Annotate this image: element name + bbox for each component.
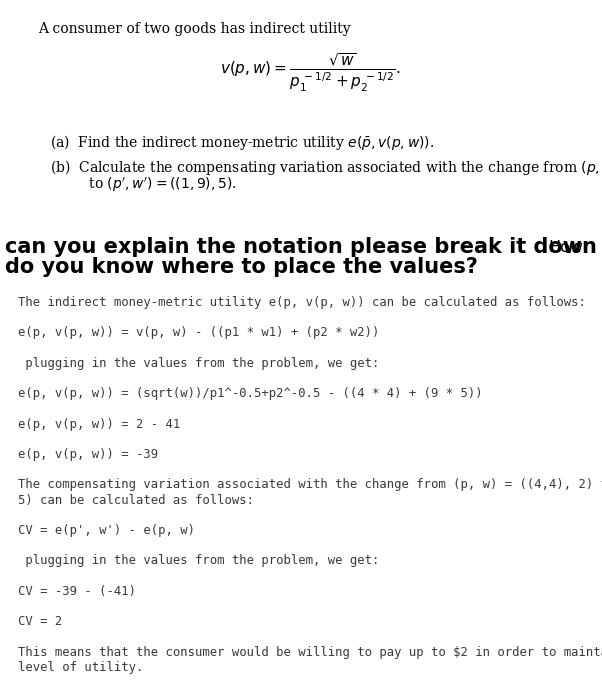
Text: How: How [548, 240, 583, 255]
Text: level of utility.: level of utility. [18, 661, 143, 673]
Text: do you know where to place the values?: do you know where to place the values? [5, 257, 478, 277]
Text: can you explain the notation please break it down each part of it, please teach: can you explain the notation please brea… [5, 237, 602, 257]
Text: (b)  Calculate the compensating variation associated with the change from $(p, w: (b) Calculate the compensating variation… [50, 158, 602, 177]
Text: The indirect money-metric utility e(p, v(p, w)) can be calculated as follows:: The indirect money-metric utility e(p, v… [18, 296, 586, 309]
Text: (a)  Find the indirect money-metric utility $e(\bar{p}, v(p, w))$.: (a) Find the indirect money-metric utili… [50, 133, 434, 152]
Text: e(p, v(p, w)) = -39: e(p, v(p, w)) = -39 [18, 448, 158, 461]
Text: 5) can be calculated as follows:: 5) can be calculated as follows: [18, 493, 254, 507]
Text: e(p, v(p, w)) = (sqrt(w))/p1^-0.5+p2^-0.5 - ((4 * 4) + (9 * 5)): e(p, v(p, w)) = (sqrt(w))/p1^-0.5+p2^-0.… [18, 387, 483, 400]
Text: This means that the consumer would be willing to pay up to $2 in order to mainta: This means that the consumer would be wi… [18, 646, 602, 659]
Text: $v(p, w) = \dfrac{\sqrt{w}}{p_1^{\,-1/2}+p_2^{\,-1/2}}.$: $v(p, w) = \dfrac{\sqrt{w}}{p_1^{\,-1/2}… [220, 52, 400, 94]
Text: to $(p^{\prime}, w^{\prime}) = ((1, 9), 5)$.: to $(p^{\prime}, w^{\prime}) = ((1, 9), … [62, 176, 237, 194]
Text: CV = -39 - (-41): CV = -39 - (-41) [18, 584, 136, 598]
Text: A consumer of two goods has indirect utility: A consumer of two goods has indirect uti… [38, 22, 350, 36]
Text: plugging in the values from the problem, we get:: plugging in the values from the problem,… [18, 357, 379, 370]
Text: e(p, v(p, w)) = v(p, w) - ((p1 * w1) + (p2 * w2)): e(p, v(p, w)) = v(p, w) - ((p1 * w1) + (… [18, 327, 379, 339]
Text: e(p, v(p, w)) = 2 - 41: e(p, v(p, w)) = 2 - 41 [18, 418, 180, 431]
Text: CV = 2: CV = 2 [18, 615, 62, 628]
Text: The compensating variation associated with the change from (p, w) = ((4,4), 2) t: The compensating variation associated wi… [18, 478, 602, 491]
Text: plugging in the values from the problem, we get:: plugging in the values from the problem,… [18, 555, 379, 567]
Text: CV = e(p', w') - e(p, w): CV = e(p', w') - e(p, w) [18, 524, 195, 537]
